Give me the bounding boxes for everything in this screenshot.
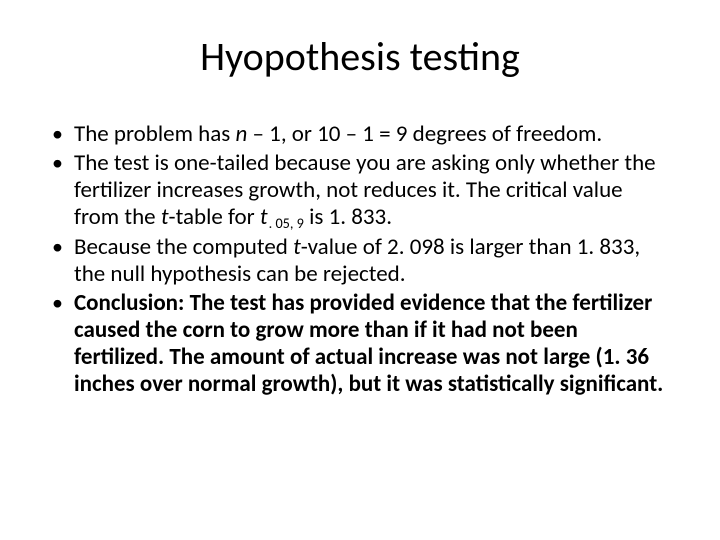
bullet-text: is 1. 833. [304, 203, 392, 231]
bullet-list: The problem has n – 1, or 10 – 1 = 9 deg… [48, 121, 672, 399]
slide: Hyopothesis testing The problem has n – … [0, 0, 720, 540]
italic-var: n [235, 120, 247, 148]
slide-title: Hyopothesis testing [48, 32, 672, 81]
italic-var: t [260, 203, 268, 231]
bullet-item: Because the computed t-value of 2. 098 i… [48, 234, 672, 288]
bullet-item: Conclusion: The test has provided eviden… [48, 290, 672, 399]
bullet-item: The test is one-tailed because you are a… [48, 150, 672, 232]
bold-label: Conclusion: [74, 289, 184, 317]
bullet-text: Because the computed [74, 233, 293, 261]
bullet-text: -table for [169, 203, 260, 231]
italic-var: t [161, 203, 169, 231]
italic-var: t [293, 233, 301, 261]
bullet-text: The problem has [74, 120, 235, 148]
bullet-item: The problem has n – 1, or 10 – 1 = 9 deg… [48, 121, 672, 148]
subscript: . 05, 9 [268, 214, 304, 232]
bullet-text: – 1, or 10 – 1 = 9 degrees of freedom. [247, 120, 602, 148]
